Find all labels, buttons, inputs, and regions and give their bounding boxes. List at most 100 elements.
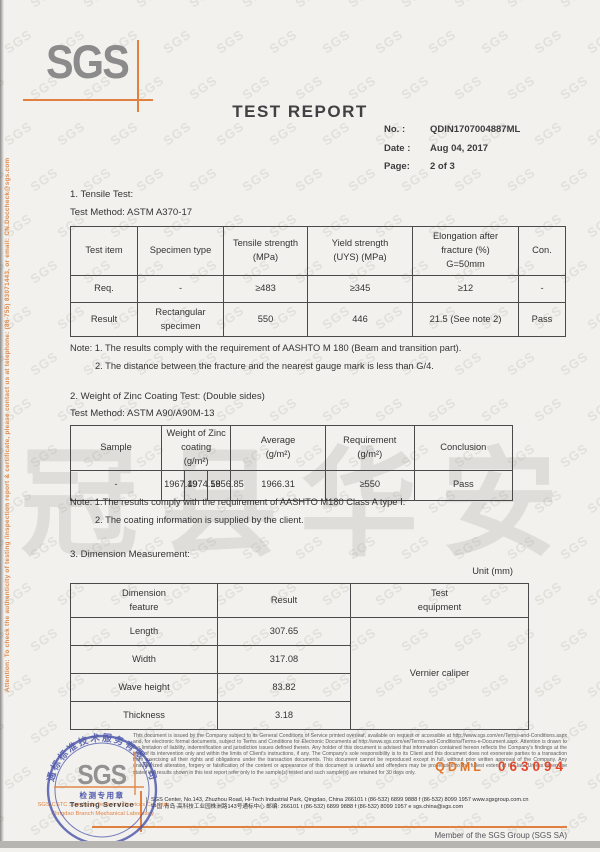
watermark-tile: SGS	[584, 670, 600, 701]
watermark-tile: SGS	[239, 808, 273, 839]
cell: 550	[223, 302, 308, 337]
tensile-heading: 1. Tensile Test:	[70, 189, 134, 200]
stamp-sgs-logo: SGS	[77, 758, 126, 790]
zinc-h-average: Average (g/m²)	[230, 425, 326, 471]
watermark-tile: SGS	[399, 0, 432, 11]
cell: 83.82	[217, 673, 351, 702]
cell: Wave height	[70, 673, 218, 702]
watermark-tile: SGS	[557, 624, 591, 655]
member-line: Member of the SGS Group (SGS SA)	[434, 831, 568, 840]
tensile-h-elongation: Elongation after fracture (%) G=50mm	[412, 226, 519, 276]
zinc-note-1: Note: 1.The results comply with the requ…	[70, 497, 406, 507]
no-value: QDIN1707004887ML	[430, 124, 521, 135]
watermark-tile: SGS	[213, 26, 247, 57]
watermark-tile: SGS	[398, 72, 432, 103]
dim-h-feature: Dimension feature	[70, 583, 218, 618]
watermark-tile: SGS	[187, 0, 220, 11]
watermark-tile: SGS	[27, 348, 61, 379]
cell: Pass	[413, 469, 514, 501]
watermark-tile: SGS	[160, 26, 194, 57]
footer-orange-rule	[92, 826, 567, 828]
watermark-tile: SGS	[557, 164, 591, 195]
zinc-h-sample: Sample	[69, 425, 163, 471]
cell: Length	[70, 617, 218, 646]
watermark-tile: SGS	[584, 302, 600, 333]
watermark-tile: SGS	[319, 118, 353, 149]
cell: ≥345	[307, 275, 413, 303]
sgs-logo: SGS	[46, 35, 130, 88]
watermark-tile: SGS	[213, 118, 247, 149]
watermark-tile: SGS	[398, 808, 432, 839]
watermark-tile: SGS	[531, 26, 565, 57]
watermark-tile: SGS	[346, 0, 379, 11]
watermark-tile: SGS	[584, 118, 600, 149]
watermark-tile: SGS	[345, 808, 379, 839]
dimension-header-row: Dimension feature Result Test equipment	[70, 583, 529, 618]
report-code: QDML 063094	[420, 759, 567, 774]
cell: 1974.58	[184, 469, 221, 501]
dimension-row: Length 307.65 Vernier caliper	[70, 617, 529, 730]
cell: 3.18	[217, 701, 351, 730]
date-value: Aug 04, 2017	[430, 142, 489, 154]
logo-vertical-line	[137, 40, 139, 112]
tensile-note-2: 2. The distance between the fracture and…	[95, 361, 434, 371]
watermark-tile: SGS	[28, 0, 61, 11]
watermark-tile: SGS	[186, 72, 220, 103]
zinc-h-weight: Weight of Zinc coating (g/m²)	[161, 425, 232, 471]
watermark-tile: SGS	[345, 72, 379, 103]
watermark-tile: SGS	[239, 72, 273, 103]
watermark-tile: SGS	[531, 670, 565, 701]
tensile-h-con: Con.	[518, 226, 566, 276]
cell: Width	[70, 645, 218, 674]
watermark-tile: SGS	[451, 72, 485, 103]
date-label: Date :	[384, 142, 411, 154]
cell: ≥483	[223, 275, 308, 303]
tensile-table: Test item Specimen type Tensile strength…	[70, 226, 566, 337]
watermark-tile: SGS	[27, 624, 61, 655]
watermark-tile: SGS	[425, 26, 459, 57]
dimension-row: Thickness 3.18	[70, 701, 529, 730]
code-prefix: QDML	[435, 760, 484, 774]
logo-horizontal-line	[23, 99, 153, 101]
scan-edge-left	[0, 0, 4, 848]
watermark-tile: SGS	[293, 0, 326, 11]
footer-disclaimer: This document is issued by the Company s…	[133, 733, 567, 776]
stamp-company-line1: SGS-CSTC Standards Technical Services Co…	[37, 802, 169, 808]
cell: 1966.31	[230, 469, 326, 501]
watermark-tile: SGS	[81, 0, 114, 11]
watermark-tile: SGS	[1, 26, 35, 57]
cell: 317.08	[217, 645, 351, 674]
no-label: No. :	[384, 124, 406, 135]
report-title: TEST REPORT	[232, 102, 368, 121]
cell: Thickness	[70, 701, 218, 730]
cell: 1956.85	[207, 469, 244, 501]
zinc-method: Test Method: ASTM A90/A90M-13	[70, 408, 215, 419]
cell: -	[137, 275, 224, 303]
tensile-header-row: Test item Specimen type Tensile strength…	[70, 226, 566, 276]
watermark-tile: SGS	[319, 26, 353, 57]
zinc-heading: 2. Weight of Zinc Coating Test: (Double …	[70, 391, 265, 402]
stamp-cn-label: 检测专用章	[80, 790, 125, 800]
cell: 307.65	[217, 617, 351, 646]
dimension-row: Width 317.08	[70, 645, 529, 674]
meta-page: Page: 2 of 3	[384, 161, 520, 172]
cell: Pass	[518, 302, 566, 337]
unit-label: Unit (mm)	[472, 566, 513, 576]
tensile-h-tensile-strength: Tensile strength (MPa)	[223, 226, 308, 276]
zinc-h-requirement: Requirement (g/m²)	[324, 425, 415, 471]
watermark-tile: SGS	[27, 164, 61, 195]
watermark-tile: SGS	[27, 256, 61, 287]
watermark-tile: SGS	[54, 118, 88, 149]
zinc-h-conclusion: Conclusion	[413, 425, 514, 471]
watermark-tile: SGS	[1, 762, 35, 793]
cell: -	[69, 469, 163, 501]
zinc-header-row: Sample Weight of Zinc coating (g/m²) Ave…	[69, 425, 514, 471]
dim-h-equipment: Test equipment	[350, 583, 529, 618]
cell: Result	[70, 302, 138, 337]
dim-h-result: Result	[217, 583, 351, 618]
watermark-tile: SGS	[134, 0, 167, 11]
watermark-tile: SGS	[292, 164, 326, 195]
dim-equipment-cell: Vernier caliper	[350, 617, 529, 730]
tensile-req-row: Req. - ≥483 ≥345 ≥12 -	[70, 275, 566, 303]
watermark-tile: SGS	[504, 348, 538, 379]
